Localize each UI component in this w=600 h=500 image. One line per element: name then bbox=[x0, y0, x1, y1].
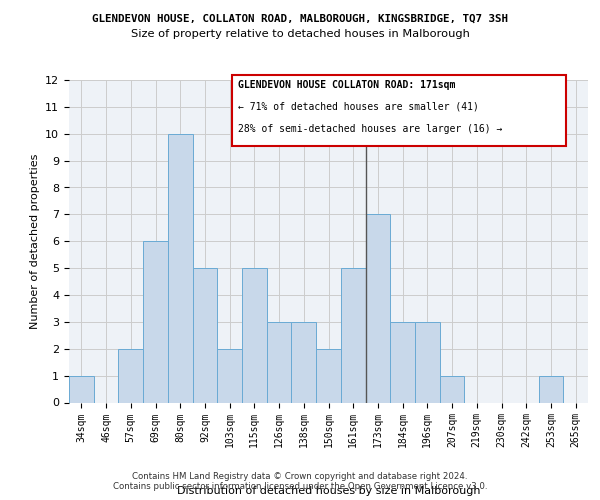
Bar bbox=[415, 322, 440, 402]
X-axis label: Distribution of detached houses by size in Malborough: Distribution of detached houses by size … bbox=[177, 486, 480, 496]
Bar bbox=[118, 349, 143, 403]
Bar bbox=[365, 214, 390, 402]
Bar bbox=[390, 322, 415, 402]
Text: GLENDEVON HOUSE COLLATON ROAD: 171sqm: GLENDEVON HOUSE COLLATON ROAD: 171sqm bbox=[238, 80, 455, 90]
Bar bbox=[539, 376, 563, 402]
Text: Size of property relative to detached houses in Malborough: Size of property relative to detached ho… bbox=[131, 29, 469, 39]
Text: GLENDEVON HOUSE, COLLATON ROAD, MALBOROUGH, KINGSBRIDGE, TQ7 3SH: GLENDEVON HOUSE, COLLATON ROAD, MALBOROU… bbox=[92, 14, 508, 24]
Bar bbox=[316, 349, 341, 403]
Bar bbox=[217, 349, 242, 403]
Bar bbox=[232, 74, 566, 146]
Text: Contains HM Land Registry data © Crown copyright and database right 2024.: Contains HM Land Registry data © Crown c… bbox=[132, 472, 468, 481]
Text: Contains public sector information licensed under the Open Government Licence v3: Contains public sector information licen… bbox=[113, 482, 487, 491]
Bar bbox=[168, 134, 193, 402]
Bar bbox=[292, 322, 316, 402]
Y-axis label: Number of detached properties: Number of detached properties bbox=[29, 154, 40, 329]
Text: ← 71% of detached houses are smaller (41): ← 71% of detached houses are smaller (41… bbox=[238, 102, 479, 112]
Bar bbox=[341, 268, 365, 402]
Bar bbox=[69, 376, 94, 402]
Bar bbox=[143, 242, 168, 402]
Bar bbox=[440, 376, 464, 402]
Bar bbox=[267, 322, 292, 402]
Text: 28% of semi-detached houses are larger (16) →: 28% of semi-detached houses are larger (… bbox=[238, 124, 503, 134]
Bar bbox=[242, 268, 267, 402]
Bar bbox=[193, 268, 217, 402]
